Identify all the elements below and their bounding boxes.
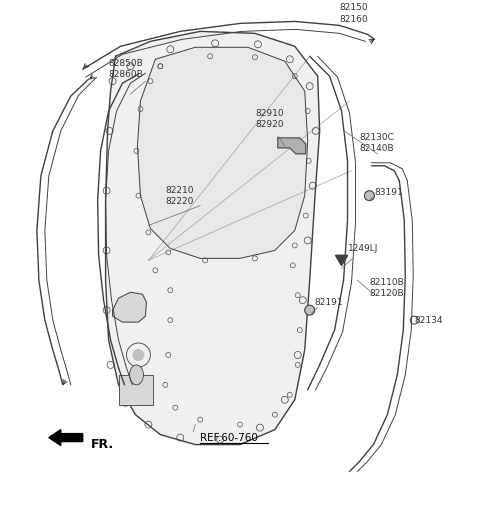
Text: 82850B
82860B: 82850B 82860B (108, 59, 144, 79)
Text: 82130C
82140B: 82130C 82140B (360, 133, 395, 153)
Text: 82134: 82134 (414, 316, 443, 325)
Text: FR.: FR. (91, 438, 114, 451)
Text: 82150
82160: 82150 82160 (339, 4, 368, 24)
FancyArrow shape (49, 430, 83, 445)
Circle shape (132, 349, 144, 361)
Text: 82110B
82120B: 82110B 82120B (370, 278, 404, 298)
Polygon shape (137, 47, 308, 259)
Text: 82191: 82191 (315, 297, 343, 307)
Text: 82910
82920: 82910 82920 (255, 109, 284, 129)
Text: REF.60-760: REF.60-760 (200, 433, 258, 442)
Circle shape (364, 191, 374, 200)
Polygon shape (336, 256, 348, 265)
Polygon shape (278, 138, 306, 154)
Text: 83191: 83191 (374, 188, 403, 197)
Text: 1249LJ: 1249LJ (348, 244, 378, 253)
Text: 82210
82220: 82210 82220 (165, 186, 194, 206)
Ellipse shape (130, 365, 144, 385)
Bar (119, 375, 154, 405)
Polygon shape (112, 292, 146, 322)
Circle shape (305, 305, 315, 315)
Polygon shape (106, 31, 320, 444)
